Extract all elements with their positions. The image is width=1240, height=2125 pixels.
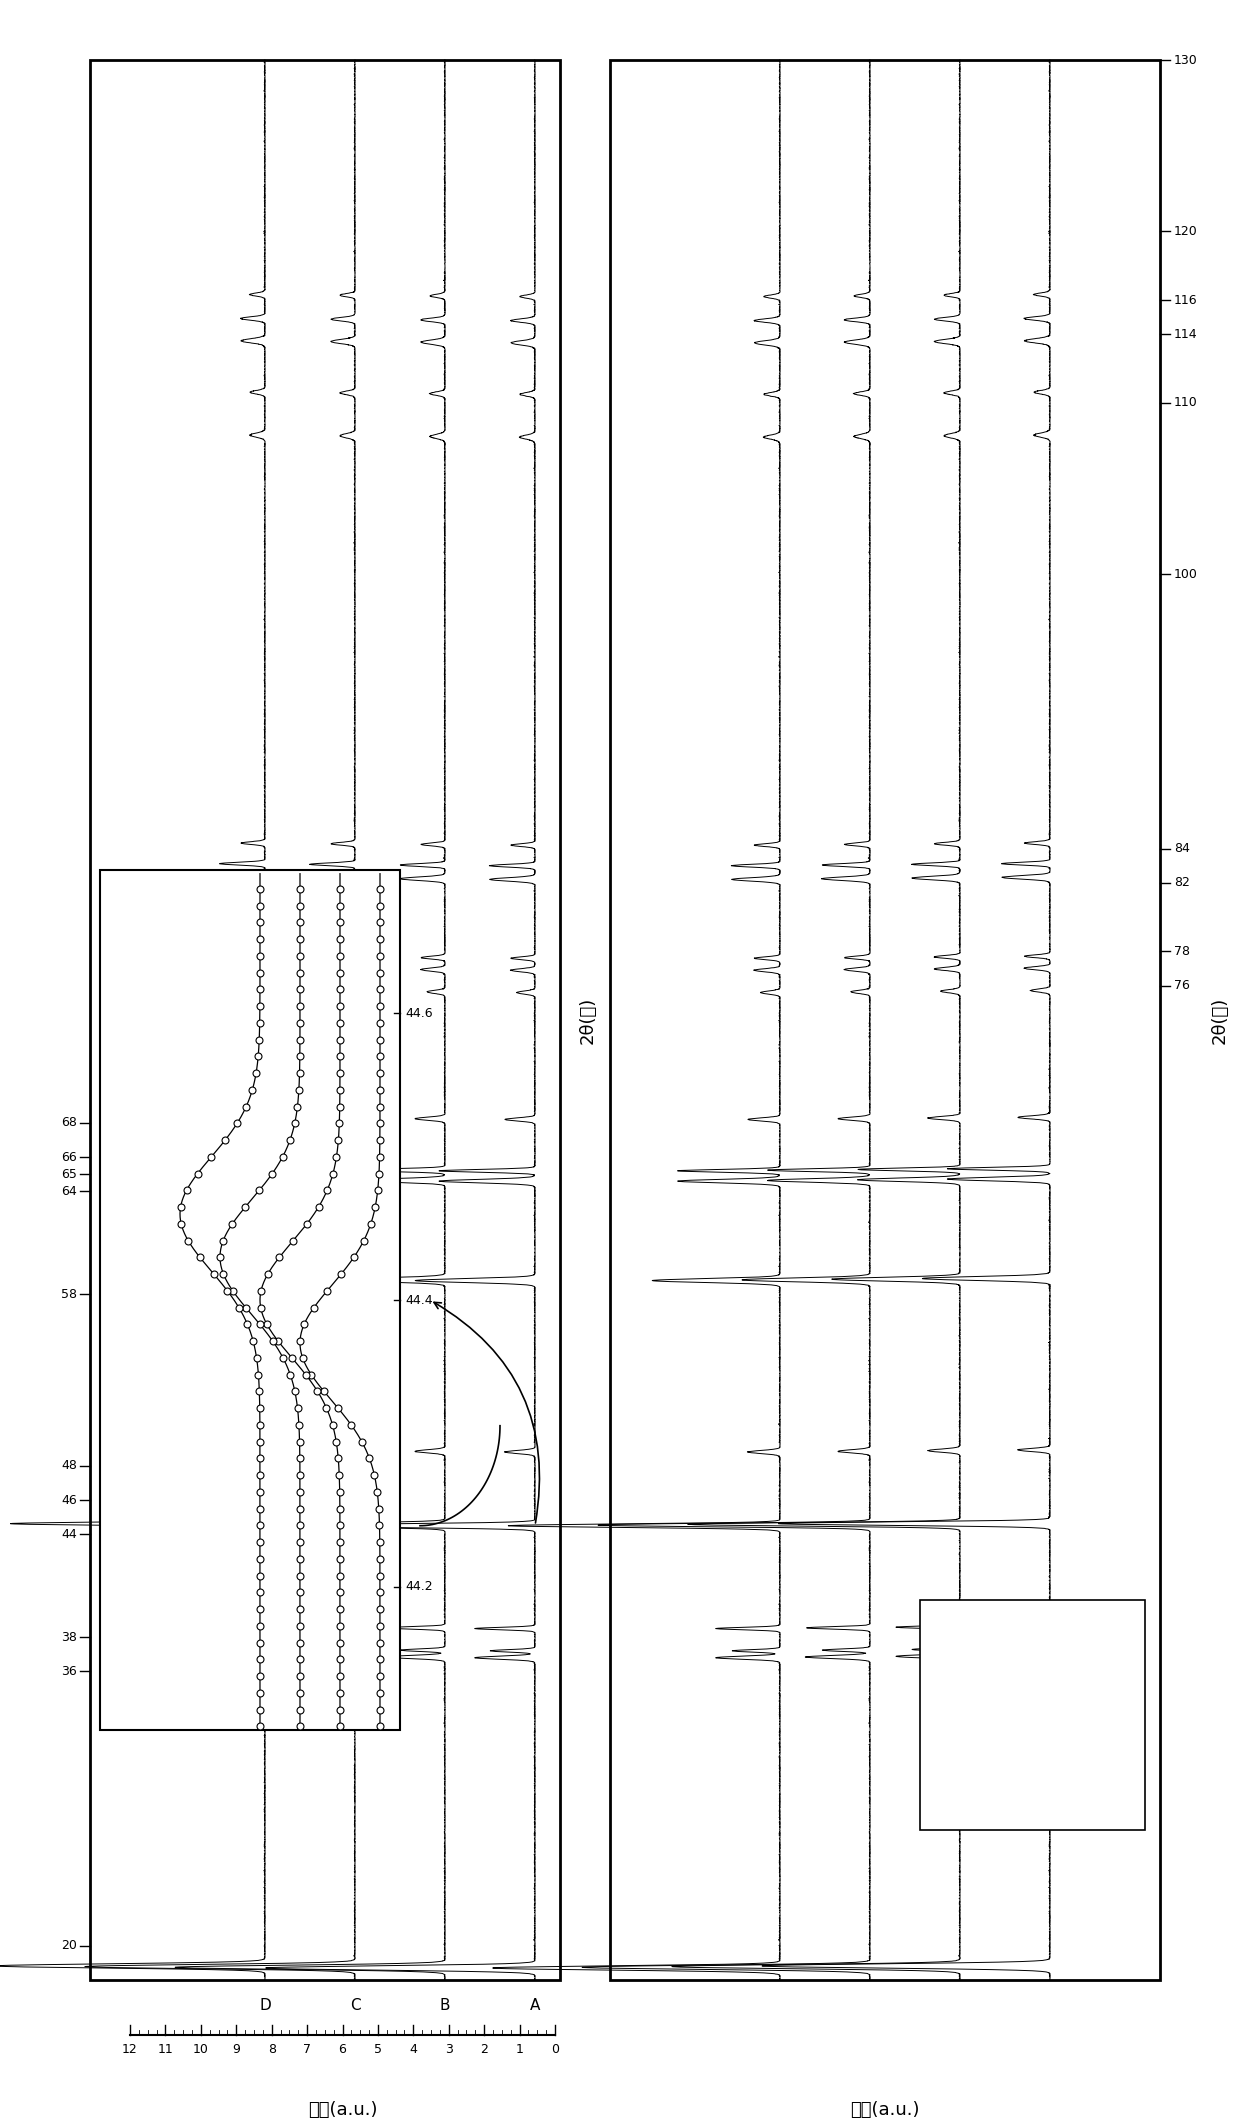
Text: 120: 120 <box>1174 225 1198 238</box>
Text: 100: 100 <box>1174 567 1198 580</box>
Text: 2θ(度): 2θ(度) <box>579 997 596 1043</box>
Text: 64: 64 <box>61 1186 77 1198</box>
Text: 110: 110 <box>1174 397 1198 410</box>
Text: 強度(a.u.): 強度(a.u.) <box>308 2102 377 2119</box>
Bar <box>920 1600 1145 1830</box>
Text: 20: 20 <box>61 1940 77 1953</box>
Text: A: A <box>529 1998 541 2012</box>
Text: 38: 38 <box>61 1630 77 1643</box>
Text: 58: 58 <box>61 1288 77 1300</box>
Text: 44.4: 44.4 <box>405 1294 433 1307</box>
Text: 84: 84 <box>1174 842 1190 854</box>
Text: 8: 8 <box>268 2042 275 2057</box>
Text: 0: 0 <box>551 2042 559 2057</box>
Text: 82: 82 <box>1174 876 1190 890</box>
Text: 5: 5 <box>374 2042 382 2057</box>
Text: 強度(a.u.): 強度(a.u.) <box>851 2102 920 2119</box>
Text: 44: 44 <box>61 1528 77 1541</box>
Text: 44.2: 44.2 <box>405 1581 433 1594</box>
Text: 76: 76 <box>1174 980 1190 992</box>
Text: 12: 12 <box>122 2042 138 2057</box>
Text: 11: 11 <box>157 2042 174 2057</box>
Text: 7: 7 <box>303 2042 311 2057</box>
Text: 48: 48 <box>61 1460 77 1473</box>
Text: 4: 4 <box>409 2042 418 2057</box>
Bar <box>610 60 1159 1980</box>
Text: 68: 68 <box>61 1116 77 1128</box>
Text: 66: 66 <box>61 1150 77 1164</box>
Text: C: C <box>350 1998 361 2012</box>
Text: 6: 6 <box>339 2042 346 2057</box>
FancyArrowPatch shape <box>434 1303 539 1524</box>
Text: 130: 130 <box>1174 53 1198 66</box>
Text: 36: 36 <box>61 1664 77 1679</box>
Text: B: B <box>440 1998 450 2012</box>
Bar <box>100 869 401 1730</box>
Text: 2θ(度): 2θ(度) <box>1211 997 1229 1043</box>
Text: 9: 9 <box>232 2042 241 2057</box>
Text: 2: 2 <box>480 2042 489 2057</box>
Text: 114: 114 <box>1174 327 1198 340</box>
Text: 116: 116 <box>1174 293 1198 306</box>
Text: 10: 10 <box>193 2042 208 2057</box>
Text: D: D <box>259 1998 270 2012</box>
Text: 46: 46 <box>61 1494 77 1507</box>
Text: 44.6: 44.6 <box>405 1007 433 1020</box>
Bar <box>91 60 560 1980</box>
Text: 3: 3 <box>445 2042 453 2057</box>
Text: 65: 65 <box>61 1169 77 1182</box>
Text: 78: 78 <box>1174 946 1190 958</box>
Text: 1: 1 <box>516 2042 523 2057</box>
